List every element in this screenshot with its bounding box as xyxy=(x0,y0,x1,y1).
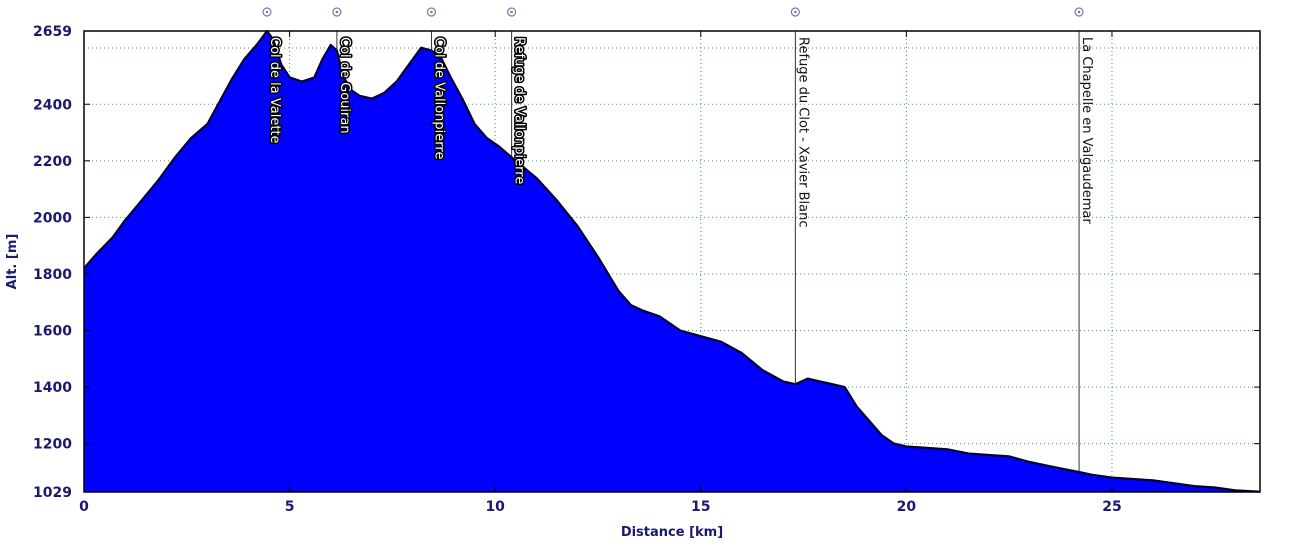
y-tick-label: 1800 xyxy=(33,267,72,283)
y-tick-label: 2659 xyxy=(33,24,72,40)
waypoint-label-halo: Col de Gouiran xyxy=(337,37,352,134)
elevation-line xyxy=(83,29,1261,493)
waypoint-label-text: Col de Gouiran xyxy=(337,37,352,134)
x-tick-label: 0 xyxy=(79,499,89,515)
waypoint-label-halo: Col de Vallonpierre xyxy=(431,37,446,159)
waypoint-pin-icon xyxy=(426,7,437,17)
y-axis-ticks: 1029 1200 1400 1600 1800 2000 2200 2400 2659 xyxy=(33,24,1260,501)
waypoint-lines xyxy=(336,31,1080,472)
y-tick-label: 2400 xyxy=(33,97,72,113)
waypoint-pin-icon xyxy=(1074,7,1084,17)
waypoint-pin-icon xyxy=(332,7,342,17)
y-tick-label: 1600 xyxy=(33,324,72,340)
y-tick-label: 1400 xyxy=(33,380,72,396)
waypoint-label-text: Col de Vallonpierre xyxy=(431,37,446,159)
elevation-fill xyxy=(84,31,1260,492)
x-tick-label: 10 xyxy=(485,499,505,515)
x-tick-label: 15 xyxy=(691,499,710,515)
waypoint-label: Refuge du Clot - Xavier Blanc xyxy=(795,37,810,228)
y-axis-label: Alt. [m] xyxy=(5,234,20,290)
waypoint-label: La Chapelle en Valgaudemar xyxy=(1079,37,1094,224)
elevation-area xyxy=(83,29,1261,493)
y-tick-label: 1200 xyxy=(33,437,72,453)
waypoint-label-halo: Col de la Valette xyxy=(267,37,282,144)
waypoint-pin-icon xyxy=(790,7,800,17)
x-axis-label: Distance [km] xyxy=(621,525,723,540)
plot-frame xyxy=(83,30,1261,493)
x-tick-label: 20 xyxy=(897,499,917,515)
waypoint-pin-icon xyxy=(262,7,272,17)
waypoint-label-halo: Refuge de Vallonpierre xyxy=(512,37,527,184)
y-tick-label: 1029 xyxy=(33,485,72,501)
waypoint-label-text: Refuge du Clot - Xavier Blanc xyxy=(795,37,810,228)
x-axis-ticks: 0 5 10 15 20 25 xyxy=(79,31,1122,515)
waypoint-label-text: Col de la Valette xyxy=(267,37,282,144)
x-tick-label: 25 xyxy=(1102,499,1121,515)
y-tick-label: 2000 xyxy=(33,210,72,226)
waypoint-label-text: La Chapelle en Valgaudemar xyxy=(1079,37,1094,224)
waypoint-label-text: Refuge de Vallonpierre xyxy=(512,37,527,184)
waypoint-pin-icon xyxy=(507,7,517,17)
waypoint-icons xyxy=(262,7,1084,17)
x-tick-label: 5 xyxy=(285,499,295,515)
y-tick-label: 2200 xyxy=(33,154,72,170)
